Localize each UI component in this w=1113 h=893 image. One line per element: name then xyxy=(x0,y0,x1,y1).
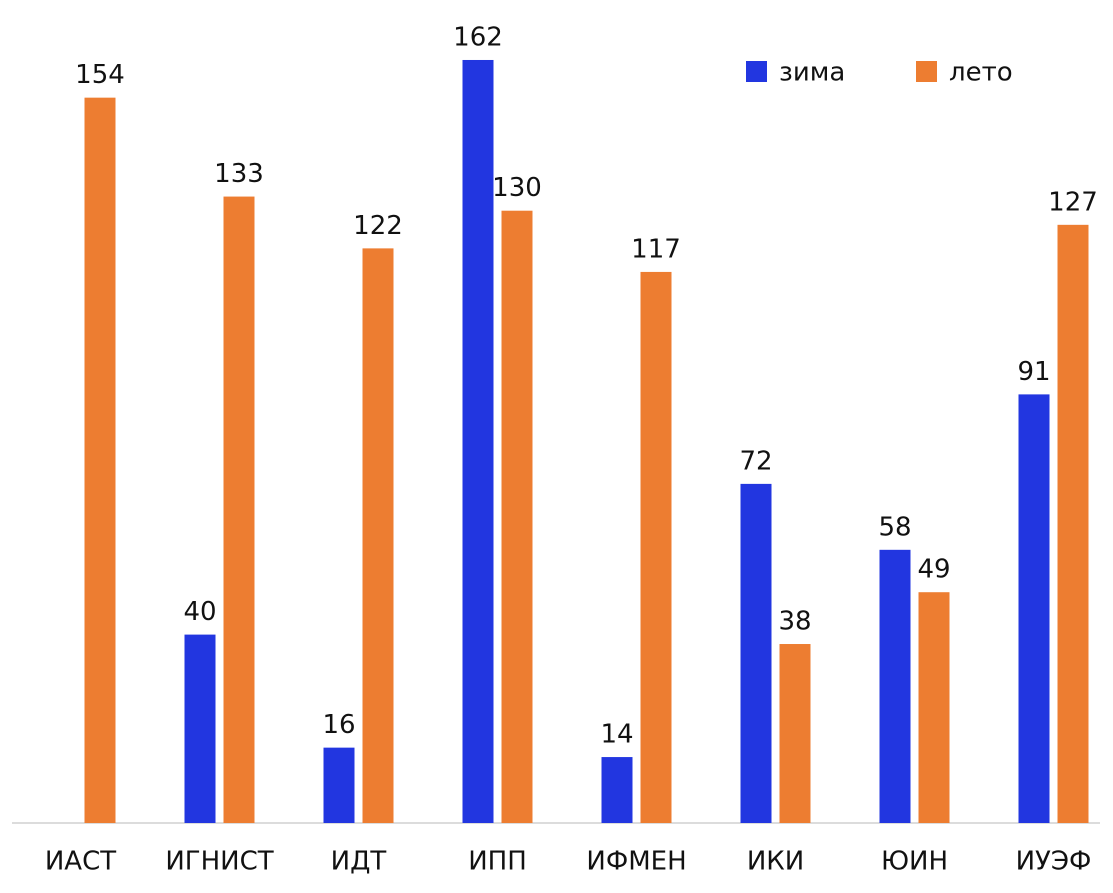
bar xyxy=(918,592,950,823)
legend-swatch xyxy=(916,61,937,82)
value-label: 162 xyxy=(453,22,503,52)
bar xyxy=(223,196,255,823)
bar xyxy=(501,210,533,823)
legend-label: лето xyxy=(949,58,1013,88)
bar xyxy=(779,644,811,823)
value-label: 16 xyxy=(322,710,355,740)
x-tick-label: ЮИН xyxy=(881,847,948,877)
value-label: 40 xyxy=(183,597,216,627)
value-label: 14 xyxy=(600,720,633,750)
legend-swatch xyxy=(746,61,767,82)
value-label: 117 xyxy=(631,234,681,264)
bar xyxy=(879,549,911,823)
bar xyxy=(323,747,355,823)
value-label: 122 xyxy=(353,211,403,241)
x-tick-label: ИКИ xyxy=(747,847,804,877)
value-label: 133 xyxy=(214,159,264,189)
x-tick-label: ИГНИСТ xyxy=(165,847,273,877)
x-tick-label: ИУЭФ xyxy=(1016,847,1092,877)
value-label: 58 xyxy=(878,512,911,542)
value-label: 38 xyxy=(778,607,811,637)
bar xyxy=(1057,224,1089,823)
x-tick-label: ИПП xyxy=(468,847,527,877)
legend-label: зима xyxy=(779,58,845,88)
bar xyxy=(84,97,116,823)
x-tick-label: ИАСТ xyxy=(45,847,116,877)
value-label: 72 xyxy=(739,446,772,476)
value-label: 91 xyxy=(1017,357,1050,387)
bar xyxy=(601,757,633,823)
bar xyxy=(462,59,494,824)
bar xyxy=(1018,394,1050,823)
bar xyxy=(740,483,772,823)
value-label: 49 xyxy=(917,555,950,585)
value-label: 127 xyxy=(1048,187,1098,217)
value-label: 154 xyxy=(75,60,125,90)
x-tick-label: ИДТ xyxy=(331,847,387,877)
bar xyxy=(362,248,394,823)
bar xyxy=(640,271,672,823)
value-label: 130 xyxy=(492,173,542,203)
x-tick-label: ИФМЕН xyxy=(586,847,686,877)
bar xyxy=(184,634,216,823)
